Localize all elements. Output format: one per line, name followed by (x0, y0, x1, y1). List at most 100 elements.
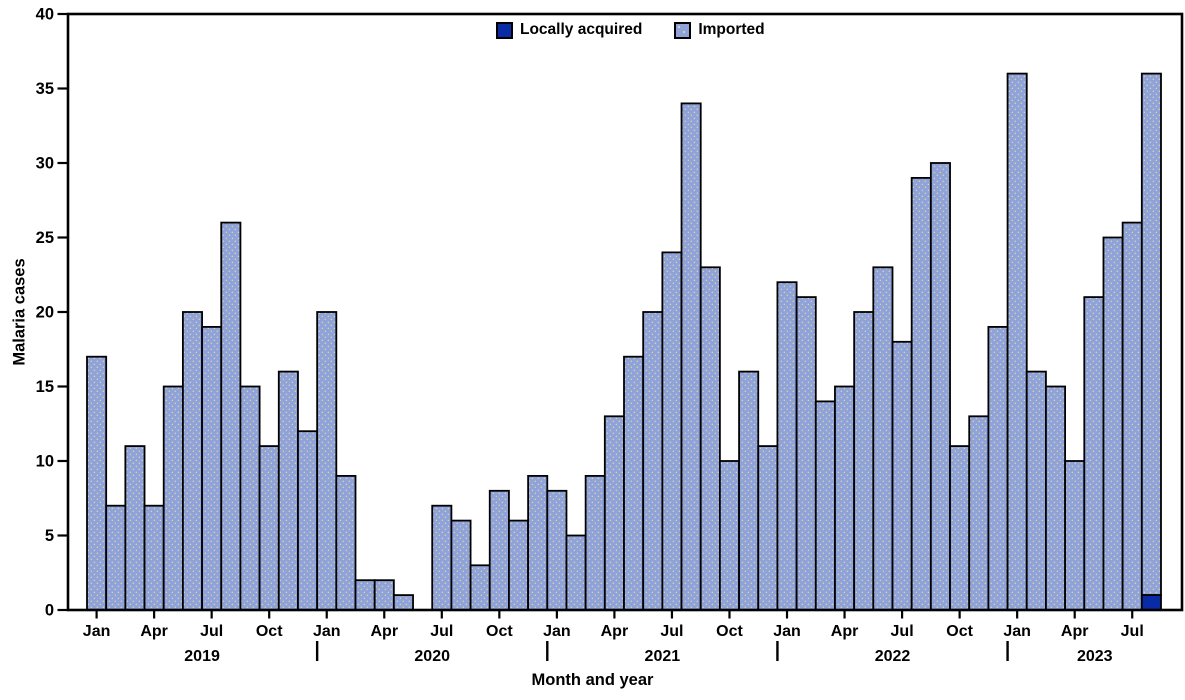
y-axis-title: Malaria cases (10, 258, 29, 366)
y-tick-label: 35 (36, 80, 54, 98)
bar-nov-2019-imported (277, 370, 299, 611)
bar-sep-2019-imported (239, 385, 261, 611)
bar-aug-2021-imported (680, 102, 702, 611)
year-axis: 2019 2020 2021 2022 2023 (184, 641, 1113, 665)
x-tick-label: Oct (716, 623, 743, 640)
y-tick-label: 40 (36, 6, 54, 24)
bar-dec-2021-imported (757, 445, 779, 611)
bar-nov-2022-imported (968, 415, 990, 611)
bar-mar-2019-imported (124, 445, 146, 611)
bar-mar-2022-imported (814, 400, 836, 611)
bar-feb-2020-imported (335, 474, 357, 611)
bar-aug-2023-locally-acquired (1140, 594, 1162, 611)
locally-acquired-swatch-icon (496, 21, 513, 39)
bar-oct-2022-imported (949, 445, 971, 611)
bar-may-2021-imported (623, 355, 645, 611)
bar-dec-2019-imported (297, 430, 319, 611)
bar-jan-2022-imported (776, 281, 798, 611)
x-tick-label: Apr (1061, 623, 1089, 640)
x-tick-label: Oct (256, 623, 283, 640)
bar-apr-2020-imported (373, 579, 395, 611)
x-tick-label: Jan (1003, 623, 1031, 640)
y-tick-label: 10 (36, 453, 54, 471)
bar-dec-2022-imported (987, 325, 1009, 611)
bar-jan-2023-imported (1006, 72, 1028, 611)
bar-jun-2021-imported (642, 311, 664, 611)
legend-item-imported: Imported (674, 21, 765, 39)
x-tick-label: Apr (140, 623, 168, 640)
year-label: 2022 (875, 648, 911, 665)
bar-feb-2021-imported (565, 534, 587, 611)
x-axis: Jan Apr Jul Oct Jan Apr Jul Oct Jan Apr Jul Oct Jan A… (83, 610, 1144, 640)
bar-may-2022-imported (853, 311, 875, 611)
bar-sep-2021-imported (699, 266, 721, 611)
x-tick-label: Oct (946, 623, 973, 640)
x-tick-label: Jul (891, 623, 914, 640)
year-label: 2023 (1077, 648, 1113, 665)
bar-apr-2022-imported (834, 385, 856, 611)
y-tick-label: 0 (45, 602, 54, 620)
bar-apr-2023-imported (1064, 460, 1086, 611)
legend: Locally acquired Imported (496, 21, 765, 39)
bar-jul-2021-imported (661, 251, 683, 611)
bar-apr-2021-imported (603, 415, 625, 611)
bar-sep-2022-imported (929, 162, 951, 611)
bar-jul-2022-imported (891, 340, 913, 611)
bar-aug-2022-imported (910, 176, 932, 611)
x-tick-label: Apr (370, 623, 398, 640)
y-tick-label: 30 (36, 155, 54, 173)
bar-jul-2019-imported (201, 325, 223, 611)
bar-nov-2021-imported (738, 370, 760, 611)
bar-sep-2020-imported (469, 564, 491, 611)
bar-may-2019-imported (162, 385, 184, 611)
year-label: 2020 (414, 648, 450, 665)
bar-nov-2020-imported (508, 519, 530, 611)
bar-mar-2023-imported (1045, 385, 1067, 611)
x-tick-label: Jul (430, 623, 453, 640)
bar-may-2020-imported (392, 594, 414, 611)
y-tick-label: 5 (45, 527, 54, 545)
legend-label-imported: Imported (698, 21, 765, 38)
bar-oct-2019-imported (258, 445, 280, 611)
bar-oct-2020-imported (488, 489, 510, 611)
bar-apr-2019-imported (143, 504, 165, 611)
bar-jan-2020-imported (316, 311, 338, 611)
x-tick-label: Oct (486, 623, 513, 640)
bar-aug-2023-imported (1140, 72, 1162, 596)
bar-jan-2021-imported (546, 489, 568, 611)
year-label: 2021 (645, 648, 681, 665)
bar-aug-2020-imported (450, 519, 472, 611)
x-tick-label: Apr (601, 623, 629, 640)
bar-may-2023-imported (1083, 296, 1105, 611)
imported-swatch-icon (674, 21, 692, 39)
bar-aug-2019-imported (220, 221, 242, 611)
x-tick-label: Jan (773, 623, 801, 640)
year-label: 2019 (184, 648, 220, 665)
x-tick-label: Apr (831, 623, 859, 640)
bar-mar-2020-imported (354, 579, 376, 611)
x-tick-label: Jan (313, 623, 341, 640)
y-tick-label: 25 (36, 229, 54, 247)
bars (86, 72, 1162, 611)
x-axis-title: Month and year (531, 671, 654, 689)
x-tick-label: Jan (543, 623, 571, 640)
bar-jul-2020-imported (431, 504, 453, 611)
x-tick-label: Jul (1121, 623, 1144, 640)
x-tick-label: Jul (200, 623, 223, 640)
bar-oct-2021-imported (718, 460, 740, 611)
bar-jul-2023-imported (1121, 221, 1143, 611)
bar-jun-2022-imported (872, 266, 894, 611)
bar-dec-2020-imported (527, 474, 549, 611)
x-tick-label: Jan (83, 623, 111, 640)
bar-mar-2021-imported (584, 474, 606, 611)
bar-jun-2019-imported (181, 311, 203, 611)
y-tick-label: 15 (36, 378, 54, 396)
bar-feb-2023-imported (1025, 370, 1047, 611)
bar-jun-2023-imported (1102, 236, 1124, 611)
legend-item-locally-acquired: Locally acquired (496, 21, 642, 39)
x-tick-label: Jul (660, 623, 683, 640)
y-axis: 0 5 10 15 20 25 30 35 40 (36, 6, 68, 620)
bar-feb-2022-imported (795, 296, 817, 611)
